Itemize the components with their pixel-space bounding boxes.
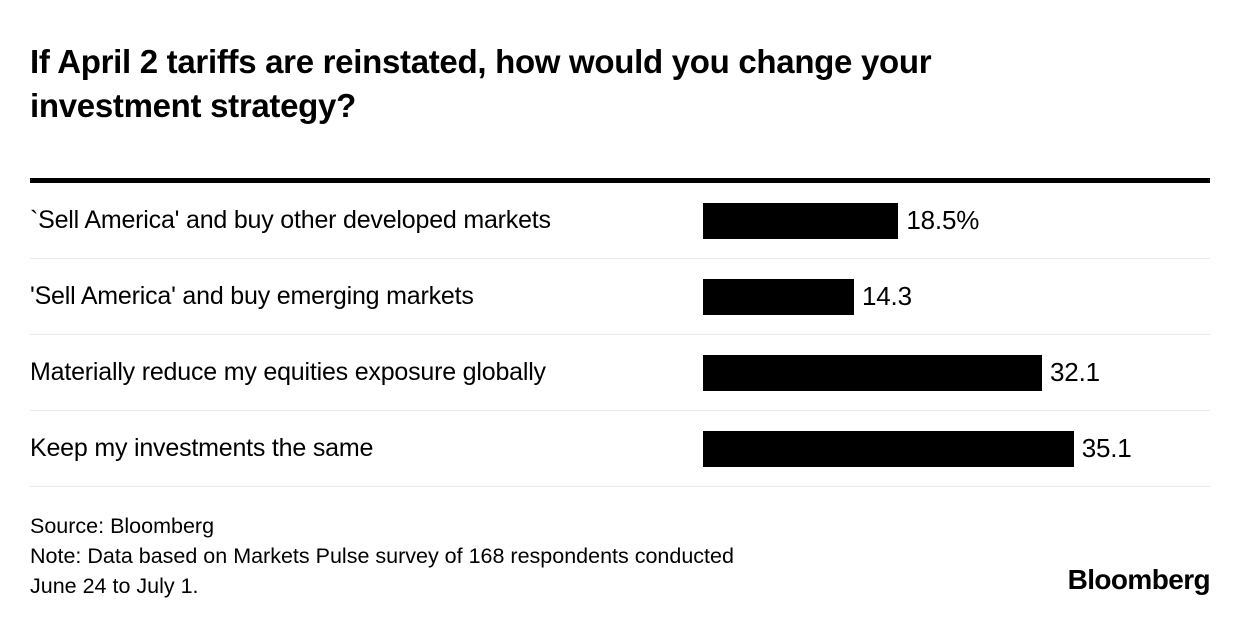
bar-track: 35.1 — [703, 430, 1210, 467]
bar — [703, 278, 855, 315]
chart-row: Keep my investments the same 35.1 — [30, 411, 1210, 488]
chart-row: 'Sell America' and buy emerging markets … — [30, 259, 1210, 336]
bloomberg-logo: Bloomberg — [1067, 564, 1211, 596]
bar-value-label: 32.1 — [1050, 357, 1100, 388]
bar — [703, 354, 1043, 391]
note-line-2: June 24 to July 1. — [30, 574, 199, 599]
bar — [703, 430, 1074, 467]
chart-title: If April 2 tariffs are reinstated, how w… — [30, 43, 932, 125]
bar-value-label: 35.1 — [1081, 433, 1132, 464]
source-line: Source: Bloomberg — [30, 514, 215, 539]
chart-footer: Source: Bloomberg Note: Data based on Ma… — [30, 487, 1211, 624]
category-label: Keep my investments the same — [30, 434, 374, 463]
category-label: Materially reduce my equities exposure g… — [30, 358, 546, 387]
category-label: `Sell America' and buy other developed m… — [30, 206, 551, 235]
chart-row: `Sell America' and buy other developed m… — [30, 183, 1210, 260]
category-label: 'Sell America' and buy emerging markets — [30, 282, 474, 311]
bar-value-label: 18.5% — [906, 205, 980, 236]
note-line-1: Note: Data based on Markets Pulse survey… — [30, 544, 734, 569]
bar-chart: `Sell America' and buy other developed m… — [30, 178, 1210, 488]
bar-track: 32.1 — [703, 354, 1210, 391]
chart-row: Materially reduce my equities exposure g… — [30, 335, 1210, 412]
bar-track: 14.3 — [703, 278, 1210, 315]
bar — [703, 202, 899, 239]
bar-track: 18.5% — [703, 202, 1210, 239]
bar-value-label: 14.3 — [862, 281, 912, 312]
